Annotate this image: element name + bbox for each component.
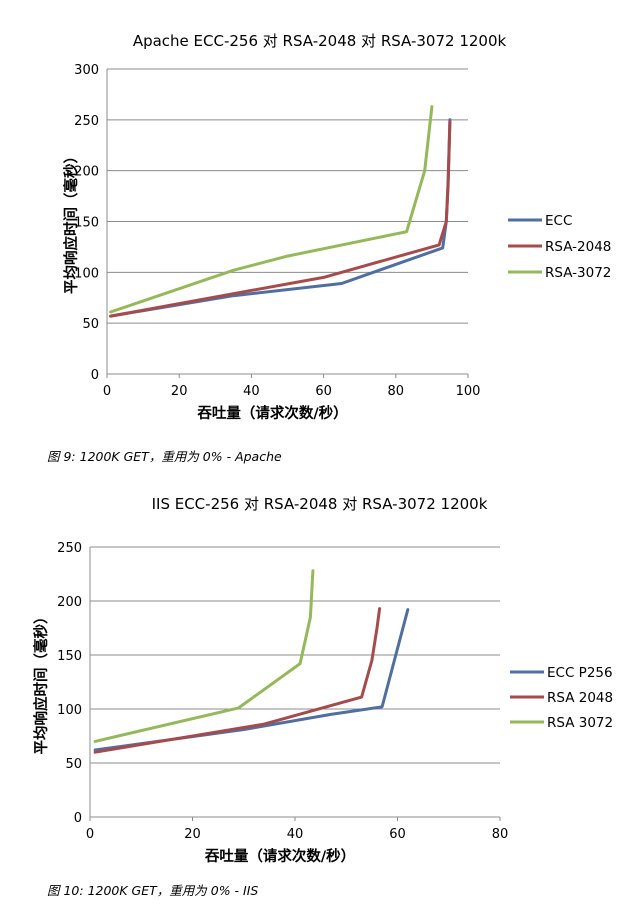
x-axis-title: 吞吐量（请求次数/秒） <box>197 404 347 422</box>
x-tick-label: 0 <box>86 827 94 842</box>
x-tick-label: 60 <box>315 384 332 399</box>
x-tick-label: 60 <box>389 827 406 842</box>
legend-label: ECC P256 <box>547 665 613 681</box>
legend-label: RSA 2048 <box>547 690 613 706</box>
y-axis-title: 平均响应时间（毫秒） <box>62 149 80 294</box>
y-tick-label: 100 <box>74 266 99 281</box>
y-tick-label: 250 <box>74 114 99 129</box>
chart-title: IIS ECC-256 对 RSA-2048 对 RSA-3072 1200k <box>151 495 488 513</box>
y-tick-label: 300 <box>74 63 99 78</box>
series-line <box>109 120 452 318</box>
y-tick-label: 50 <box>82 317 99 332</box>
y-tick-label: 0 <box>91 368 99 383</box>
x-tick-label: 40 <box>287 827 304 842</box>
figure-9-caption: 图 9: 1200K GET，重用为 0% - Apache <box>47 449 282 464</box>
figure-10-caption: 图 10: 1200K GET，重用为 0% - IIS <box>47 883 259 898</box>
legend-label: RSA-2048 <box>545 239 611 255</box>
y-tick-label: 0 <box>74 811 82 826</box>
x-tick-label: 40 <box>243 384 260 399</box>
y-tick-label: 150 <box>74 216 99 231</box>
y-axis-title: 平均响应时间（毫秒） <box>32 610 50 755</box>
legend-label: RSA 3072 <box>547 715 613 731</box>
y-tick-label: 250 <box>57 541 82 556</box>
x-tick-label: 20 <box>184 827 201 842</box>
x-axis-title: 吞吐量（请求次数/秒） <box>205 847 355 865</box>
x-tick-label: 80 <box>492 827 509 842</box>
y-tick-label: 50 <box>65 757 82 772</box>
y-tick-label: 100 <box>57 703 82 718</box>
iis-response-time-chart: 0 50 100 150 200 250 0 20 40 60 80 吞吐量（请求次数/秒） 平均响应时… <box>32 541 613 865</box>
apache-response-time-chart: 0 50 100 150 200 250 300 0 20 40 60 80 100 吞吐量（请求次数/秒… <box>62 63 611 422</box>
x-tick-label: 20 <box>171 384 188 399</box>
y-tick-label: 150 <box>57 649 82 664</box>
x-tick-label: 0 <box>103 384 111 399</box>
legend-label: RSA-3072 <box>545 265 611 281</box>
series-line <box>93 569 315 743</box>
y-tick-label: 200 <box>57 595 82 610</box>
x-tick-label: 80 <box>388 384 405 399</box>
chart-title: Apache ECC-256 对 RSA-2048 对 RSA-3072 120… <box>132 32 507 50</box>
x-tick-label: 100 <box>456 384 481 399</box>
legend-label: ECC <box>545 213 572 229</box>
y-tick-label: 200 <box>74 165 99 180</box>
series-line <box>109 105 434 314</box>
series-line <box>93 607 382 754</box>
